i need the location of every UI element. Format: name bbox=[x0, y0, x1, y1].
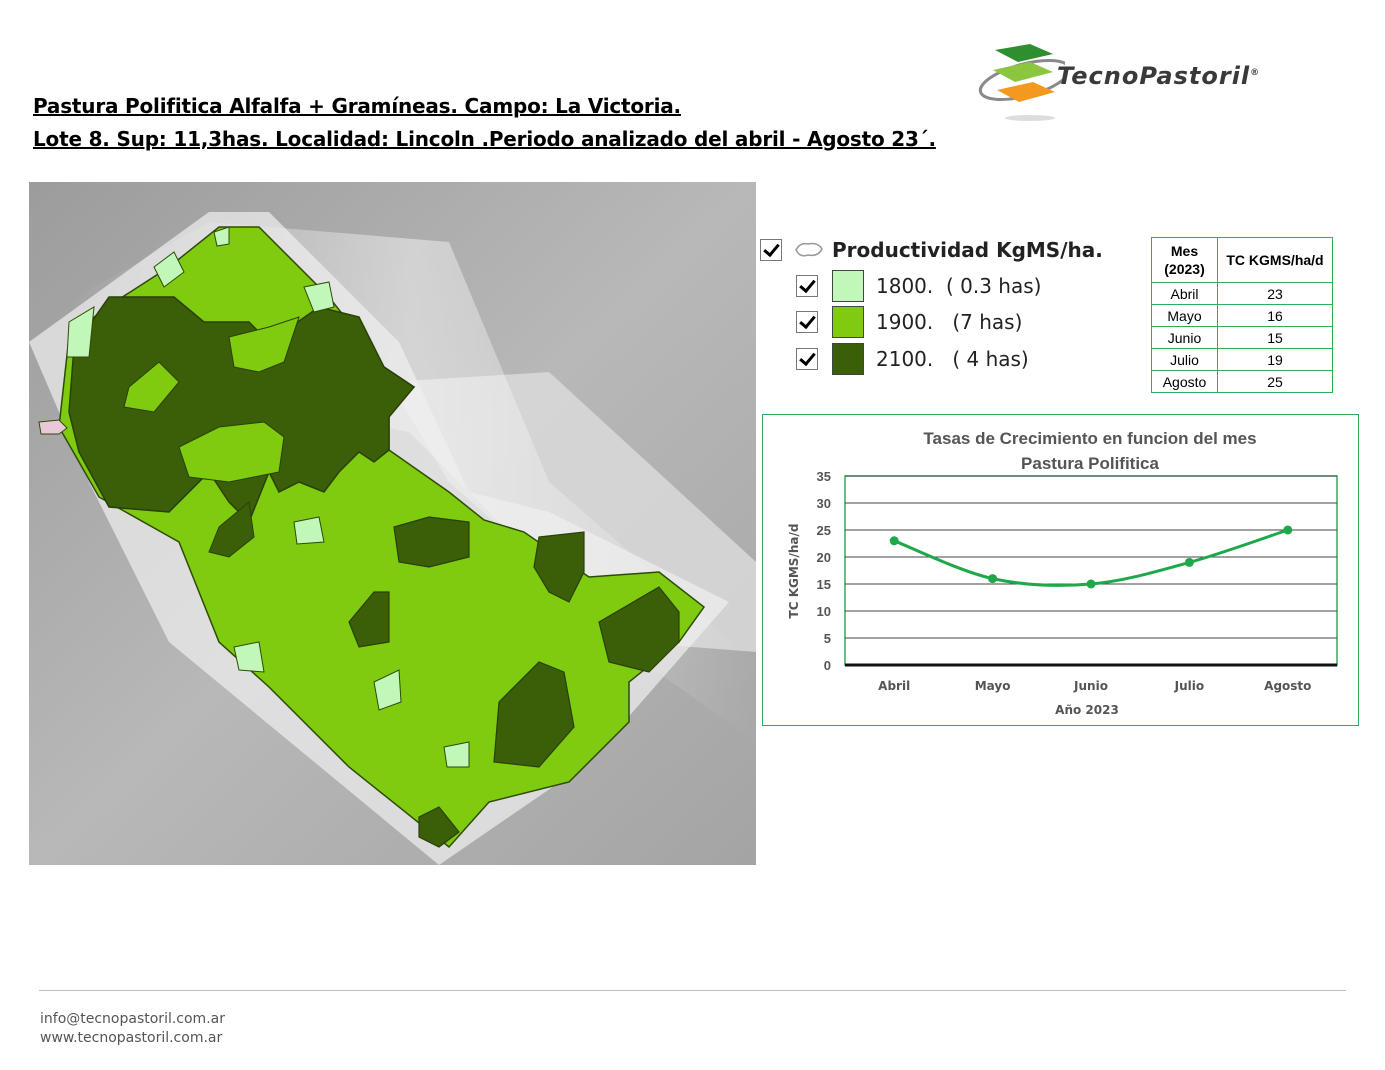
cell-mes: Junio bbox=[1151, 326, 1218, 349]
col-header-tc: TC KGMS/ha/d bbox=[1217, 237, 1333, 283]
y-tick-label: 15 bbox=[817, 577, 831, 592]
data-point bbox=[988, 574, 998, 584]
legend-swatch-1900 bbox=[832, 306, 864, 338]
page-title-line2: Lote 8. Sup: 11,3has. Localidad: Lincoln… bbox=[33, 127, 936, 151]
y-tick-label: 30 bbox=[817, 496, 831, 511]
table-row: Agosto 25 bbox=[1151, 370, 1333, 393]
logo-mark-icon bbox=[978, 44, 1072, 121]
table-row: Mayo 16 bbox=[1151, 304, 1333, 327]
data-point bbox=[1086, 579, 1096, 589]
legend-item-1900: 1900. (7 has) bbox=[796, 306, 1022, 338]
cell-tc: 25 bbox=[1217, 370, 1333, 393]
chart-x-axis-label: Año 2023 bbox=[1055, 703, 1119, 717]
col-header-mes: Mes (2023) bbox=[1151, 237, 1218, 283]
map-legend: Productividad KgMS/ha. 1800. ( 0.3 has) … bbox=[758, 232, 1138, 382]
data-point bbox=[1184, 557, 1194, 567]
legend-item-2100: 2100. ( 4 has) bbox=[796, 343, 1029, 375]
legend-swatch-1800 bbox=[832, 270, 864, 302]
y-tick-label: 5 bbox=[824, 631, 831, 646]
cell-tc: 19 bbox=[1217, 348, 1333, 371]
cell-mes: Mayo bbox=[1151, 304, 1218, 327]
y-tick-label: 35 bbox=[817, 469, 831, 484]
data-point bbox=[1283, 525, 1293, 535]
plot-area bbox=[844, 475, 1338, 666]
company-logo: TecnoPastoril® bbox=[975, 40, 1335, 125]
growth-rate-table: Mes (2023) TC KGMS/ha/d Abril 23 Mayo 16 Ju… bbox=[1151, 237, 1333, 393]
legend-item-1800-checkbox[interactable] bbox=[796, 275, 818, 297]
legend-header: Productividad KgMS/ha. bbox=[760, 238, 1103, 262]
x-tick-label: Agosto bbox=[1264, 679, 1311, 693]
page-title-line1: Pastura Polifitica Alfalfa + Gramíneas. … bbox=[33, 94, 681, 118]
data-point bbox=[889, 536, 899, 546]
x-tick-label: Julio bbox=[1174, 679, 1204, 693]
legend-item-1900-checkbox[interactable] bbox=[796, 311, 818, 333]
chart-y-axis-label: TC KGMS/ha/d bbox=[787, 524, 801, 619]
layer-polygon-icon bbox=[795, 242, 823, 257]
chart-title: Tasas de Crecimiento en funcion del mes bbox=[923, 429, 1256, 448]
footer-divider bbox=[39, 990, 1346, 991]
legend-label-1800: 1800. ( 0.3 has) bbox=[876, 274, 1042, 298]
footer-email[interactable]: info@tecnopastoril.com.ar bbox=[40, 1011, 225, 1027]
x-tick-label: Junio bbox=[1073, 679, 1108, 693]
cell-mes: Julio bbox=[1151, 348, 1218, 371]
y-tick-label: 25 bbox=[817, 523, 831, 538]
legend-label-1900: 1900. (7 has) bbox=[876, 310, 1023, 334]
x-tick-label: Abril bbox=[878, 679, 910, 693]
legend-label-2100: 2100. ( 4 has) bbox=[876, 347, 1029, 371]
y-tick-label: 10 bbox=[817, 604, 831, 619]
cell-tc: 15 bbox=[1217, 326, 1333, 349]
table-row: Junio 15 bbox=[1151, 326, 1333, 349]
footer-website[interactable]: www.tecnopastoril.com.ar bbox=[40, 1030, 223, 1046]
table-header-row: Mes (2023) TC KGMS/ha/d bbox=[1151, 237, 1333, 283]
cell-tc: 23 bbox=[1217, 282, 1333, 305]
line-chart-svg: Tasas de Crecimiento en funcion del mes … bbox=[787, 429, 1338, 717]
y-tick-label: 0 bbox=[824, 658, 831, 673]
chart-subtitle: Pastura Polifitica bbox=[1021, 454, 1159, 473]
legend-swatch-2100 bbox=[832, 343, 864, 375]
legend-layer-checkbox[interactable] bbox=[760, 239, 782, 261]
y-tick-label: 20 bbox=[817, 550, 831, 565]
cell-mes: Agosto bbox=[1151, 370, 1218, 393]
growth-rate-chart: Tasas de Crecimiento en funcion del mes … bbox=[762, 414, 1359, 726]
cell-tc: 16 bbox=[1217, 304, 1333, 327]
legend-title: Productividad KgMS/ha. bbox=[832, 238, 1103, 262]
legend-item-2100-checkbox[interactable] bbox=[796, 348, 818, 370]
legend-item-1800: 1800. ( 0.3 has) bbox=[796, 270, 1041, 302]
x-tick-label: Mayo bbox=[975, 679, 1011, 693]
table-row: Julio 19 bbox=[1151, 348, 1333, 371]
productivity-map bbox=[29, 182, 756, 865]
cell-mes: Abril bbox=[1151, 282, 1218, 305]
table-row: Abril 23 bbox=[1151, 282, 1333, 305]
logo-wordmark: TecnoPastoril® bbox=[1057, 62, 1261, 90]
